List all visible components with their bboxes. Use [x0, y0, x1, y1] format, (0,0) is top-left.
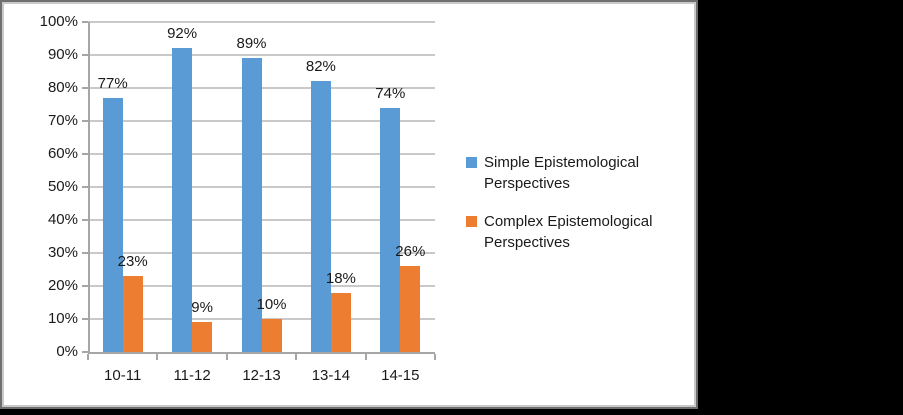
gridline [88, 285, 435, 287]
legend-swatch-icon [466, 216, 477, 227]
bar-value-label: 74% [375, 84, 406, 102]
y-tick-label: 20% [47, 277, 78, 294]
bar-value-label: 9% [191, 299, 213, 317]
x-axis-tick [156, 354, 159, 360]
x-axis-tick [364, 354, 367, 360]
y-axis-tick [82, 285, 88, 287]
y-axis-tick [82, 54, 88, 56]
legend-label: Complex Epistemological Perspectives [484, 213, 653, 251]
legend-swatch-icon [466, 157, 477, 168]
gridline [88, 219, 435, 221]
y-tick-label: 0% [56, 343, 78, 360]
bar-simple-12-13 [241, 58, 262, 352]
y-axis-line [88, 22, 90, 354]
gridline [88, 87, 435, 89]
legend-item-simple: Simple Epistemological Perspectives [466, 152, 688, 194]
x-axis-tick [295, 354, 298, 360]
bar-value-label: 10% [256, 296, 287, 313]
gridline [88, 252, 435, 254]
x-axis-tick [434, 354, 436, 360]
gridline [88, 120, 435, 122]
plot-area: 0% 10% 20% 30% 40% 50% 60% 70% 80% 90% 100% 77% 92% 8… [2, 2, 700, 411]
y-axis-tick [82, 318, 88, 320]
y-tick-label: 60% [47, 145, 78, 162]
y-axis-tick [82, 351, 88, 353]
gridline [88, 21, 435, 23]
y-tick-label: 70% [47, 112, 78, 129]
bar-complex-11-12 [192, 322, 213, 352]
y-tick-label: 10% [47, 310, 78, 327]
y-axis-tick [82, 120, 88, 122]
bar-complex-14-15 [400, 266, 421, 352]
legend-item-complex: Complex Epistemological Perspectives [466, 211, 688, 253]
y-tick-label: 80% [47, 79, 78, 96]
bar-value-label: 82% [305, 58, 336, 76]
bar-value-label: 77% [97, 74, 128, 92]
y-axis-tick [82, 21, 88, 23]
y-axis-tick [82, 219, 88, 221]
bar-value-label: 23% [117, 253, 148, 271]
gridline [88, 153, 435, 155]
bar-simple-11-12 [172, 48, 193, 352]
y-axis-tick [82, 153, 88, 155]
x-category-label: 10-11 [104, 367, 142, 384]
chart-legend: Simple Epistemological Perspectives Compl… [466, 152, 688, 270]
x-category-label: 11-12 [173, 367, 211, 384]
bar-simple-14-15 [380, 107, 401, 352]
x-category-label: 12-13 [242, 367, 281, 384]
y-axis-tick [82, 87, 88, 89]
bar-value-label: 26% [395, 243, 426, 261]
x-category-label: 14-15 [381, 367, 420, 384]
y-tick-label: 90% [47, 46, 78, 63]
y-tick-label: 50% [47, 178, 78, 195]
gridline [88, 54, 435, 56]
y-tick-label: 100% [39, 13, 78, 30]
y-axis-tick [82, 186, 88, 188]
bar-value-label: 18% [325, 269, 356, 287]
gridline [88, 186, 435, 188]
x-axis-tick [87, 354, 89, 360]
bar-value-label: 89% [236, 35, 267, 53]
y-tick-label: 30% [47, 244, 78, 261]
bar-value-label: 92% [167, 25, 198, 43]
x-axis-line [88, 352, 435, 354]
y-axis-tick [82, 252, 88, 254]
bar-complex-12-13 [261, 319, 282, 352]
bar-complex-13-14 [330, 292, 351, 352]
bar-simple-13-14 [310, 81, 331, 352]
bar-simple-10-11 [102, 97, 123, 352]
bar-complex-10-11 [122, 276, 143, 352]
x-category-label: 13-14 [311, 367, 351, 384]
x-axis-tick [225, 354, 228, 360]
y-tick-label: 40% [47, 211, 78, 228]
legend-label: Simple Epistemological Perspectives [484, 154, 640, 192]
chart-panel: 0% 10% 20% 30% 40% 50% 60% 70% 80% 90% 100% 77% 92% 8… [0, 0, 698, 409]
